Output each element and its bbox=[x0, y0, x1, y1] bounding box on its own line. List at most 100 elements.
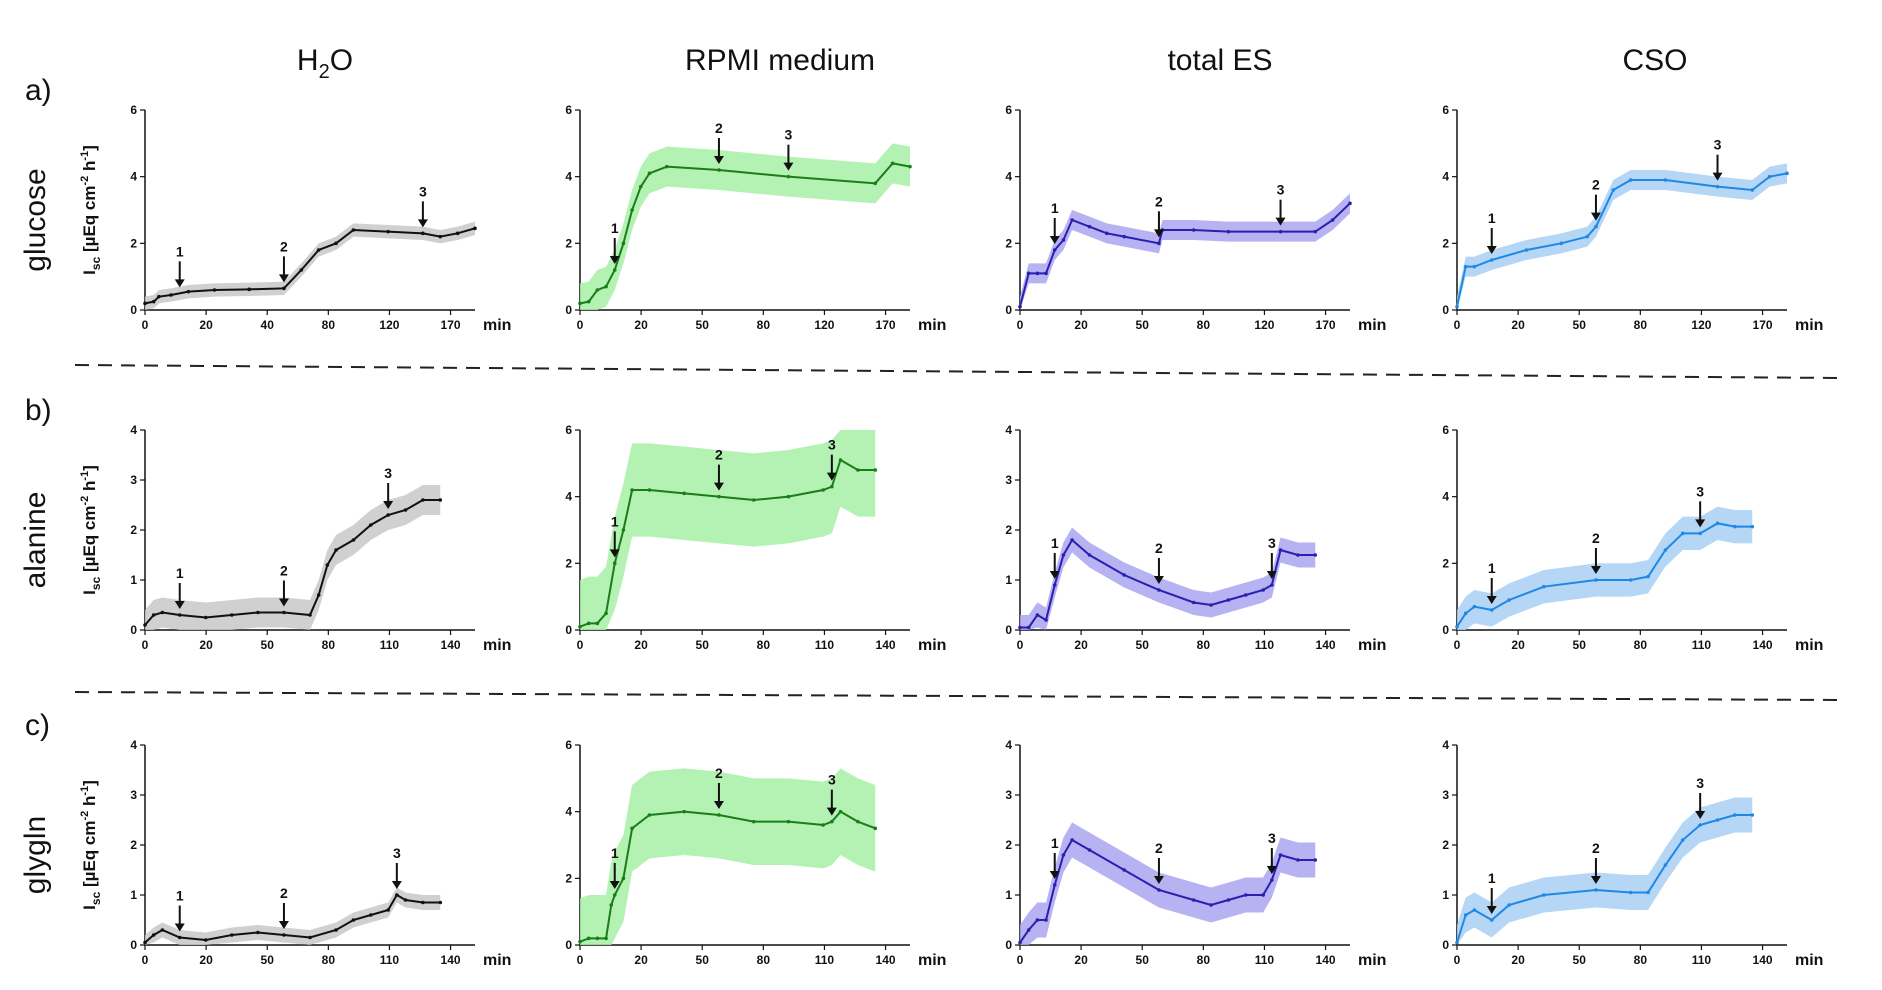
y-tick-label: 1 bbox=[1005, 888, 1012, 902]
arrow-label: 3 bbox=[393, 845, 401, 861]
data-point bbox=[1463, 264, 1468, 269]
error-band bbox=[145, 221, 475, 310]
y-axis-label-text: ] bbox=[80, 145, 99, 151]
arrow-head bbox=[713, 801, 724, 809]
x-unit-label: min bbox=[1358, 317, 1386, 334]
data-point bbox=[334, 928, 338, 932]
arrow-head bbox=[1712, 172, 1723, 181]
data-point bbox=[612, 893, 617, 897]
data-point bbox=[1463, 913, 1468, 917]
row-name: alanine bbox=[19, 492, 52, 589]
y-axis-label-text: h bbox=[80, 161, 99, 176]
row-name: glygln bbox=[19, 816, 52, 894]
y-axis-label: Isc [µEq cm-2 h-1] bbox=[79, 780, 103, 910]
x-unit-label: min bbox=[483, 637, 511, 654]
arrow-label: 1 bbox=[176, 888, 184, 904]
y-axis-label-text: ] bbox=[80, 780, 99, 786]
data-point bbox=[325, 563, 330, 567]
arrow-head bbox=[1695, 811, 1706, 819]
data-point bbox=[630, 208, 634, 212]
data-point bbox=[1191, 898, 1196, 902]
data-point bbox=[1296, 858, 1300, 862]
column-title-main: total ES bbox=[1167, 44, 1272, 77]
data-point bbox=[1052, 583, 1057, 587]
data-point bbox=[1750, 524, 1755, 529]
arrow-head bbox=[1486, 596, 1497, 604]
data-point bbox=[1070, 538, 1074, 542]
data-point bbox=[351, 918, 356, 922]
data-point bbox=[421, 900, 425, 905]
data-point bbox=[282, 933, 286, 937]
data-point bbox=[455, 231, 460, 236]
arrow-label: 2 bbox=[1592, 840, 1600, 856]
data-point bbox=[1594, 578, 1598, 582]
data-point bbox=[1087, 553, 1092, 557]
data-point bbox=[282, 286, 286, 291]
data-point bbox=[1594, 224, 1598, 229]
data-point bbox=[1191, 600, 1196, 605]
arrow-label: 2 bbox=[1592, 530, 1600, 546]
data-point bbox=[1750, 188, 1755, 192]
arrow-head bbox=[383, 501, 394, 509]
y-tick-label: 6 bbox=[565, 103, 572, 117]
x-tick-label: 80 bbox=[1197, 953, 1211, 967]
column-title: total ES bbox=[1167, 44, 1272, 77]
data-point bbox=[203, 615, 208, 620]
data-point bbox=[403, 898, 408, 902]
data-point bbox=[612, 268, 617, 272]
arrow-head bbox=[783, 162, 794, 171]
data-point bbox=[299, 268, 304, 272]
y-tick-label: 6 bbox=[1005, 103, 1012, 117]
error-band bbox=[1020, 193, 1350, 310]
arrow-head bbox=[1049, 571, 1060, 579]
y-axis-label-sup: -2 bbox=[79, 176, 91, 186]
data-point bbox=[1052, 883, 1057, 887]
data-point bbox=[786, 819, 791, 824]
data-point bbox=[838, 458, 843, 462]
data-point bbox=[1524, 248, 1529, 252]
data-point bbox=[230, 933, 234, 937]
x-tick-label: 20 bbox=[1511, 953, 1525, 967]
y-axis-label-text: ] bbox=[80, 465, 99, 471]
x-tick-label: 0 bbox=[142, 318, 149, 332]
data-point bbox=[1157, 588, 1161, 592]
data-point bbox=[143, 623, 147, 627]
y-axis-label: Isc [µEq cm-2 h-1] bbox=[79, 145, 103, 275]
y-tick-label: 3 bbox=[1442, 788, 1449, 802]
column-title-main: H bbox=[297, 44, 319, 77]
data-point bbox=[1698, 531, 1702, 536]
data-point bbox=[1611, 188, 1616, 192]
arrow-label: 2 bbox=[1592, 177, 1600, 193]
data-point bbox=[1270, 878, 1274, 882]
data-point bbox=[1278, 853, 1283, 857]
chart-panel: 0 2 4 6 0 20 50 80 110 140 min 1 2 3 bbox=[565, 423, 946, 654]
x-tick-label: 80 bbox=[322, 638, 336, 652]
data-point bbox=[395, 893, 399, 897]
x-tick-label: 140 bbox=[876, 953, 896, 967]
y-tick-label: 3 bbox=[130, 788, 137, 802]
data-point bbox=[595, 936, 600, 941]
y-axis-label: Isc [µEq cm-2 h-1] bbox=[79, 465, 103, 595]
data-point bbox=[1296, 553, 1300, 557]
y-tick-label: 1 bbox=[130, 573, 137, 587]
x-tick-label: 80 bbox=[1634, 318, 1648, 332]
x-tick-label: 120 bbox=[814, 318, 834, 332]
arrow-label: 2 bbox=[715, 120, 723, 136]
x-tick-label: 80 bbox=[757, 318, 771, 332]
y-axis-label-sub: sc bbox=[89, 891, 103, 905]
data-point bbox=[873, 181, 878, 186]
column-title: H2O bbox=[297, 44, 353, 83]
x-tick-label: 0 bbox=[142, 953, 149, 967]
data-point bbox=[1507, 598, 1511, 602]
arrow-head bbox=[1049, 236, 1060, 244]
arrow-head bbox=[174, 923, 185, 932]
data-point bbox=[578, 301, 582, 306]
data-point bbox=[334, 241, 338, 246]
y-axis-label-sup: -1 bbox=[79, 471, 91, 481]
arrow-label: 1 bbox=[611, 513, 619, 529]
x-tick-label: 110 bbox=[380, 638, 400, 652]
data-point bbox=[1026, 271, 1031, 276]
x-tick-label: 0 bbox=[1454, 638, 1461, 652]
y-tick-label: 4 bbox=[130, 423, 137, 437]
data-point bbox=[1472, 604, 1477, 609]
